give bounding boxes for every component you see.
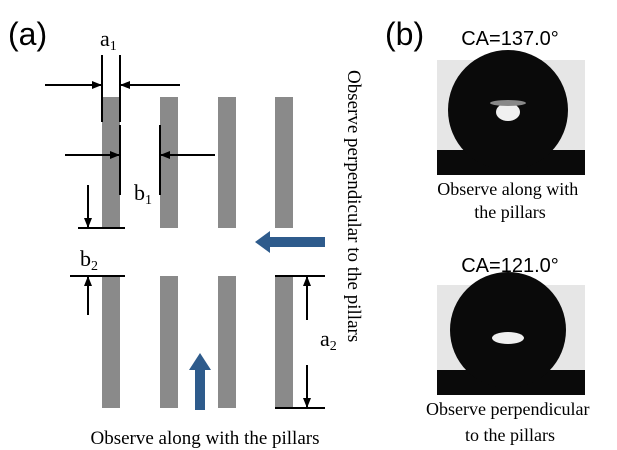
view-arrows bbox=[189, 231, 325, 410]
caption-line: the pillars bbox=[474, 202, 545, 222]
dim-sub: 1 bbox=[110, 39, 117, 54]
dim-label: a1 bbox=[100, 26, 117, 54]
dim-label: a2 bbox=[320, 326, 337, 354]
dim-main: b bbox=[80, 246, 91, 271]
dim-label: b1 bbox=[134, 180, 152, 208]
dim-main: b bbox=[134, 180, 145, 205]
image-caption: Observe along with the pillars bbox=[437, 179, 582, 222]
figure: (a) a1 b1 b2 a2 Observe perpendi bbox=[0, 0, 617, 450]
dim-main: a bbox=[100, 26, 110, 51]
panel-label: (b) bbox=[385, 16, 424, 52]
caption-line: Observe along with bbox=[437, 179, 578, 199]
droplet-image bbox=[437, 272, 585, 395]
image-caption: Observe perpendicular to the pillars bbox=[426, 399, 594, 445]
dim-sub: 1 bbox=[145, 193, 152, 208]
dim-sub: 2 bbox=[330, 339, 337, 354]
contact-angle: CA=137.0° bbox=[461, 28, 559, 50]
dim-sub: 2 bbox=[91, 259, 98, 274]
caption-line: Observe perpendicular bbox=[426, 399, 589, 419]
droplet-image bbox=[437, 50, 585, 175]
bottom-caption: Observe along with the pillars bbox=[90, 428, 319, 449]
side-caption: Observe perpendicular to the pillars bbox=[343, 70, 364, 342]
panel-label: (a) bbox=[8, 16, 47, 52]
caption-line: to the pillars bbox=[465, 425, 555, 445]
dim-main: a bbox=[320, 326, 330, 351]
dim-label: b2 bbox=[80, 246, 98, 274]
